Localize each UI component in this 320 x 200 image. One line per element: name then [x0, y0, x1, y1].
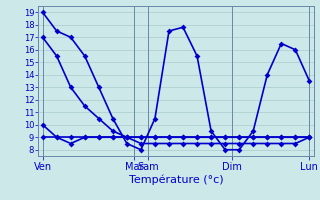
X-axis label: Température (°c): Température (°c) — [129, 174, 223, 185]
